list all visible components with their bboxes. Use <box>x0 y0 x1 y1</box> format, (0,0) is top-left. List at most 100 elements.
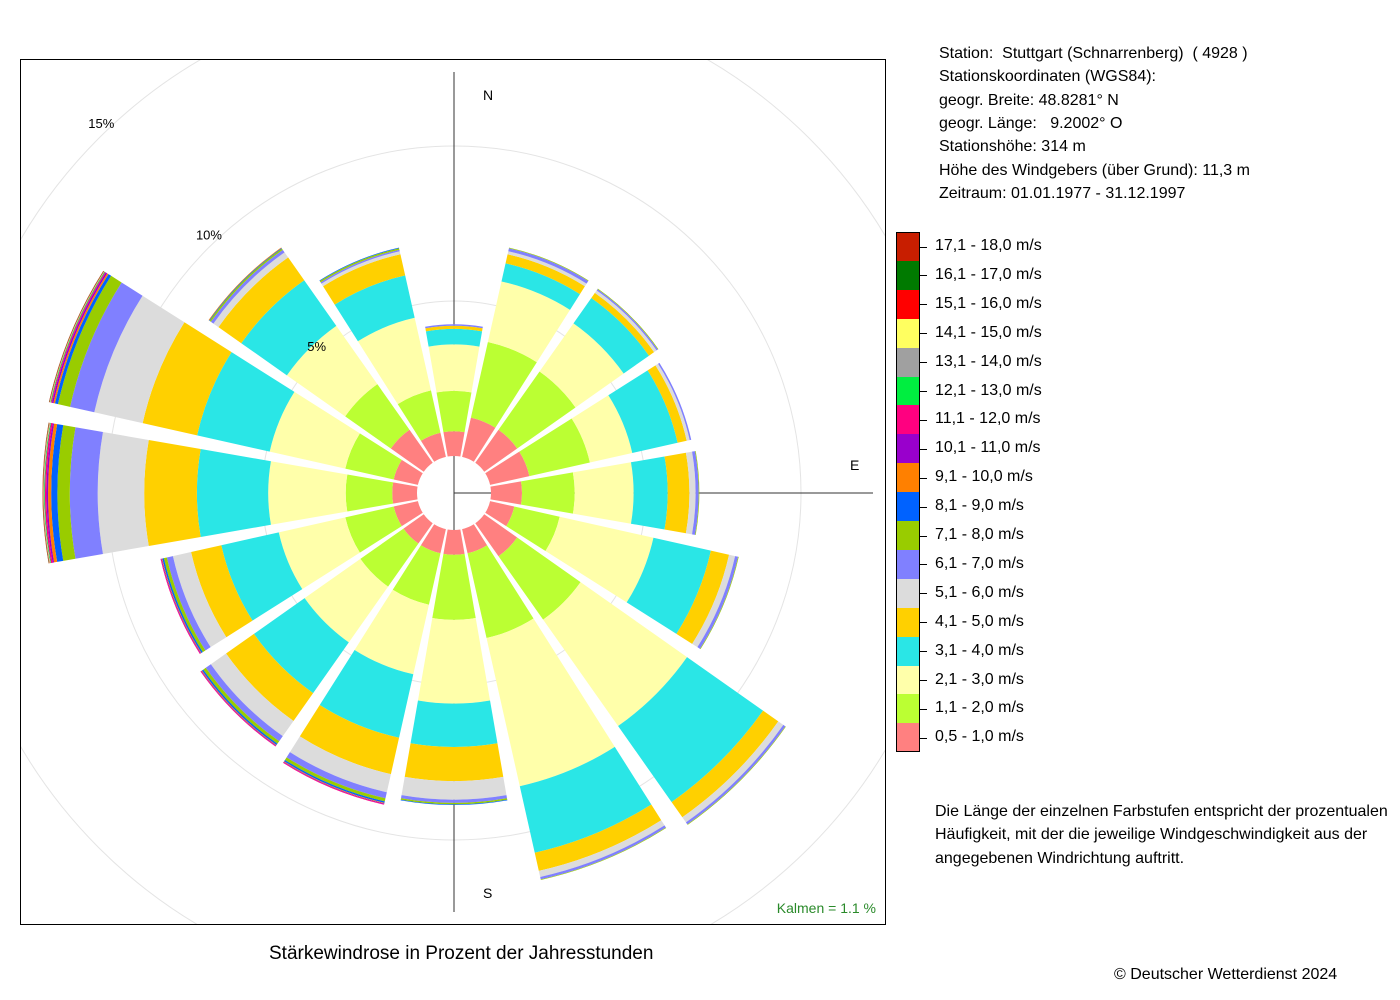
legend-tick <box>920 246 927 248</box>
bar-WNW-2 <box>269 391 360 469</box>
legend-tick <box>920 506 927 508</box>
bar-W-7 <box>57 425 76 561</box>
legend-tick <box>920 622 927 624</box>
bar-NNW-7 <box>319 248 400 283</box>
bar-WSW-2 <box>278 517 360 590</box>
legend-tick <box>920 680 927 681</box>
station-info-line: Station: Stuttgart (Schnarrenberg) ( 492… <box>939 45 1248 62</box>
legend-swatch <box>896 376 920 406</box>
bar-E-7 <box>695 451 700 535</box>
legend-tick <box>920 564 927 566</box>
bar-SSW-6 <box>286 752 387 799</box>
bar-NW-4 <box>218 257 305 344</box>
bar-WNW-8 <box>54 274 112 405</box>
bar-NNE-3 <box>501 263 580 310</box>
legend-swatch <box>896 463 920 493</box>
bar-SW-2 <box>304 558 389 643</box>
bar-ENE-2 <box>571 395 633 463</box>
bar-SE-1 <box>498 537 581 620</box>
radial-tick-15: 15% <box>88 116 114 131</box>
legend-swatch <box>896 434 920 464</box>
bar-ESE-6 <box>697 556 739 649</box>
bar-NE-0 <box>475 429 518 472</box>
bar-NW-6 <box>210 249 285 324</box>
legend-label: 7,1 - 8,0 m/s <box>935 526 1024 543</box>
station-info-line: Zeitraum: 01.01.1977 - 31.12.1997 <box>939 184 1186 202</box>
bar-E-6 <box>692 451 699 535</box>
station-info-line: Stationshöhe: 314 m <box>939 138 1086 156</box>
note-line: Die Länge der einzelnen Farbstufen entsp… <box>935 803 1388 820</box>
bar-NNE-2 <box>487 281 571 363</box>
bar-W-1 <box>345 474 394 512</box>
bar-W-14 <box>43 422 50 564</box>
wind-bars <box>42 247 786 880</box>
bar-ENE-3 <box>608 370 678 453</box>
bar-NNE-0 <box>462 417 496 462</box>
legend-swatch <box>896 723 920 753</box>
bar-S-7 <box>400 798 508 805</box>
bar-E-2 <box>572 462 634 524</box>
bar-W-12 <box>44 422 52 564</box>
bar-SE-4 <box>671 710 779 818</box>
bar-SSE-6 <box>540 825 666 880</box>
legend-label: 10,1 - 11,0 m/s <box>935 439 1041 457</box>
copyright: © Deutscher Wetterdienst 2024 <box>1114 966 1338 983</box>
bar-NNW-1 <box>397 390 441 441</box>
bar-WNW-6 <box>70 282 143 413</box>
bar-SSW-2 <box>354 589 429 675</box>
bar-NNW-2 <box>357 317 431 405</box>
bar-W-0 <box>392 482 418 504</box>
bar-SE-2 <box>543 582 688 727</box>
bar-NW-2 <box>286 325 378 417</box>
bar-E-1 <box>520 472 575 514</box>
bar-NE-1 <box>498 371 576 449</box>
bar-SW-5 <box>210 653 294 737</box>
legend-tick <box>920 391 927 392</box>
bar-NNW-3 <box>334 275 415 342</box>
bar-W-17 <box>42 422 49 564</box>
bar-NNE-6 <box>508 248 589 284</box>
legend-swatch <box>896 347 920 377</box>
note-line: Häufigkeit, mit der die jeweilige Windge… <box>935 826 1368 844</box>
bar-SE-3 <box>618 657 764 803</box>
bar-E-5 <box>685 451 696 535</box>
bar-S-3 <box>410 700 498 747</box>
legend-label: 12,1 - 13,0 m/s <box>935 381 1042 399</box>
bar-ESE-0 <box>485 501 515 527</box>
legend-tick <box>920 275 927 277</box>
bar-N-2 <box>428 344 480 393</box>
wind-rose-chart: N E S 5% 10% 15% Kalmen = 1.1 % <box>21 60 885 924</box>
chart-title: Stärkewindrose in Prozent der Jahresstun… <box>269 943 654 964</box>
bar-SE-0 <box>475 514 518 557</box>
axis-label-S: S <box>483 885 492 901</box>
station-info-line: geogr. Länge: 9.2002° O <box>939 114 1123 132</box>
legend-swatch <box>896 521 920 550</box>
bar-NNW-6 <box>320 249 400 284</box>
bar-NE-3 <box>573 297 650 374</box>
bar-W-8 <box>51 424 64 562</box>
bar-ENE-0 <box>485 451 530 485</box>
bar-S-4 <box>404 743 504 782</box>
bar-W-2 <box>268 461 348 525</box>
calm-label: Kalmen = 1.1 % <box>777 900 876 916</box>
legend-label: 13,1 - 14,0 m/s <box>935 352 1042 370</box>
bar-N-3 <box>425 328 483 347</box>
bar-E-0 <box>490 481 522 505</box>
legend-label: 2,1 - 3,0 m/s <box>935 670 1024 688</box>
bar-NNE-4 <box>505 254 585 295</box>
bar-SW-0 <box>403 514 433 544</box>
legend-tick <box>920 448 927 450</box>
bar-W-10 <box>46 423 55 563</box>
bar-NNE-5 <box>507 251 587 287</box>
bar-W-4 <box>144 440 201 546</box>
bar-ESE-3 <box>626 537 711 634</box>
bar-SSE-2 <box>486 618 615 787</box>
bar-WNW-5 <box>94 295 185 424</box>
bar-SSW-3 <box>319 649 414 738</box>
bar-NNE-1 <box>470 341 537 428</box>
bar-WNW-3 <box>197 352 295 452</box>
station-info-line: Stationskoordinaten (WGS84): <box>939 68 1156 86</box>
bar-NNW-4 <box>323 254 406 305</box>
bar-NW-1 <box>345 384 410 449</box>
legend-label: 4,1 - 5,0 m/s <box>935 612 1024 630</box>
